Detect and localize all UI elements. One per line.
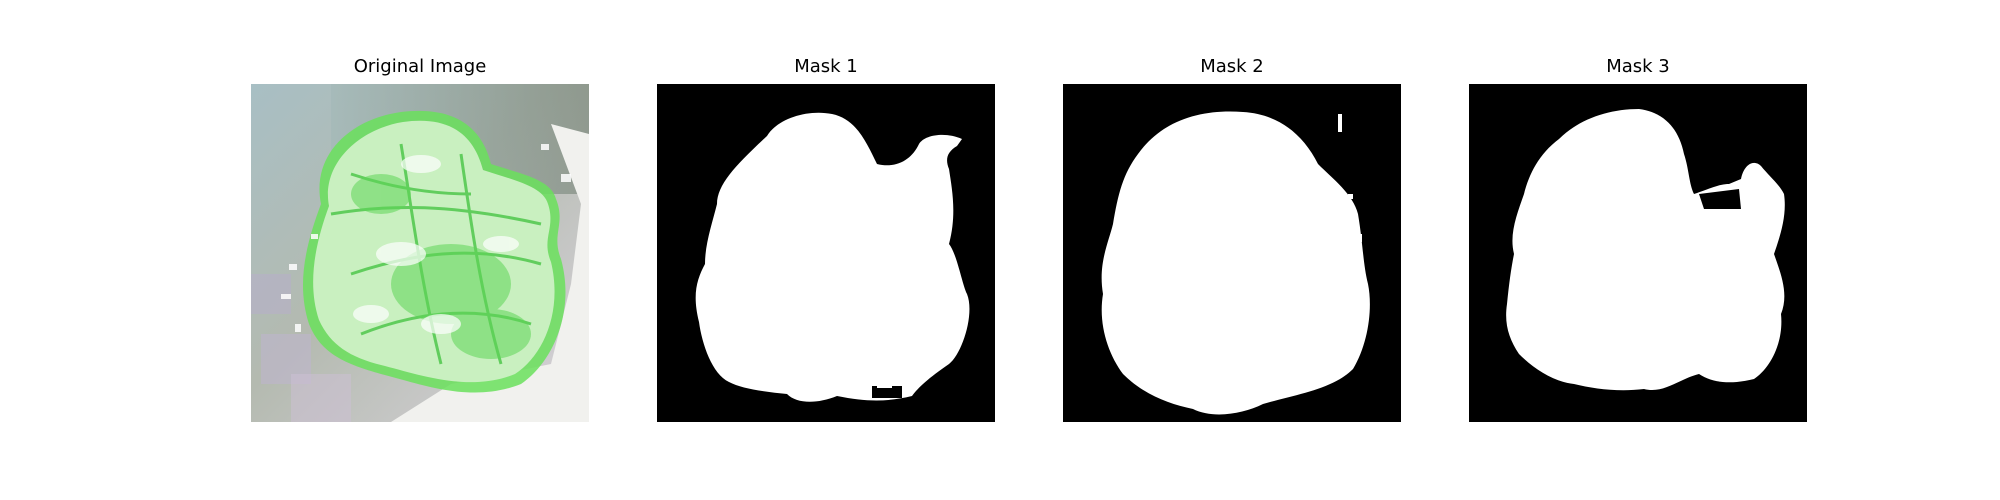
panel-title: Mask 3 [1606, 56, 1670, 77]
panel-title: Original Image [353, 56, 487, 77]
panel-title: Mask 2 [1200, 56, 1264, 77]
mask-1-image [657, 84, 995, 422]
mask-3-image [1469, 84, 1807, 422]
original-leaf-image [251, 84, 589, 422]
mask-2-image [1063, 84, 1401, 422]
panel-title: Mask 1 [794, 56, 858, 77]
